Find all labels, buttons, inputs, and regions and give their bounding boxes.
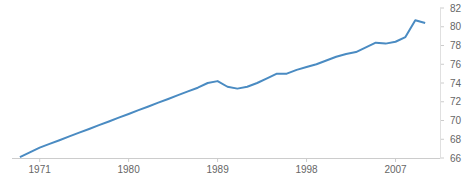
y-tick-label: 80	[450, 21, 462, 32]
x-tick-label: 1989	[206, 164, 229, 175]
x-axis	[12, 158, 440, 159]
plot-area	[20, 20, 425, 157]
x-tick-label: 2007	[384, 164, 407, 175]
data-line	[20, 20, 425, 157]
x-tick-label: 1998	[295, 164, 318, 175]
y-tick-label: 72	[450, 96, 462, 107]
chart: 66 68 70 72 74 76 78 80 82 1971 1980 1989 1998 2007	[0, 0, 474, 178]
y-tick-label: 66	[450, 153, 462, 164]
x-tick	[217, 158, 218, 162]
y-tick-label: 68	[450, 134, 462, 145]
y-axis	[440, 8, 441, 158]
y-tick-label: 74	[450, 78, 462, 89]
y-tick-label: 82	[450, 3, 462, 14]
y-tick-label: 70	[450, 115, 462, 126]
x-tick	[128, 158, 129, 162]
x-tick-label: 1980	[118, 164, 141, 175]
y-tick-label: 78	[450, 40, 462, 51]
y-tick-label: 76	[450, 59, 462, 70]
x-tick	[306, 158, 307, 162]
x-tick	[395, 158, 396, 162]
x-tick-label: 1971	[29, 164, 52, 175]
x-tick	[39, 158, 40, 162]
